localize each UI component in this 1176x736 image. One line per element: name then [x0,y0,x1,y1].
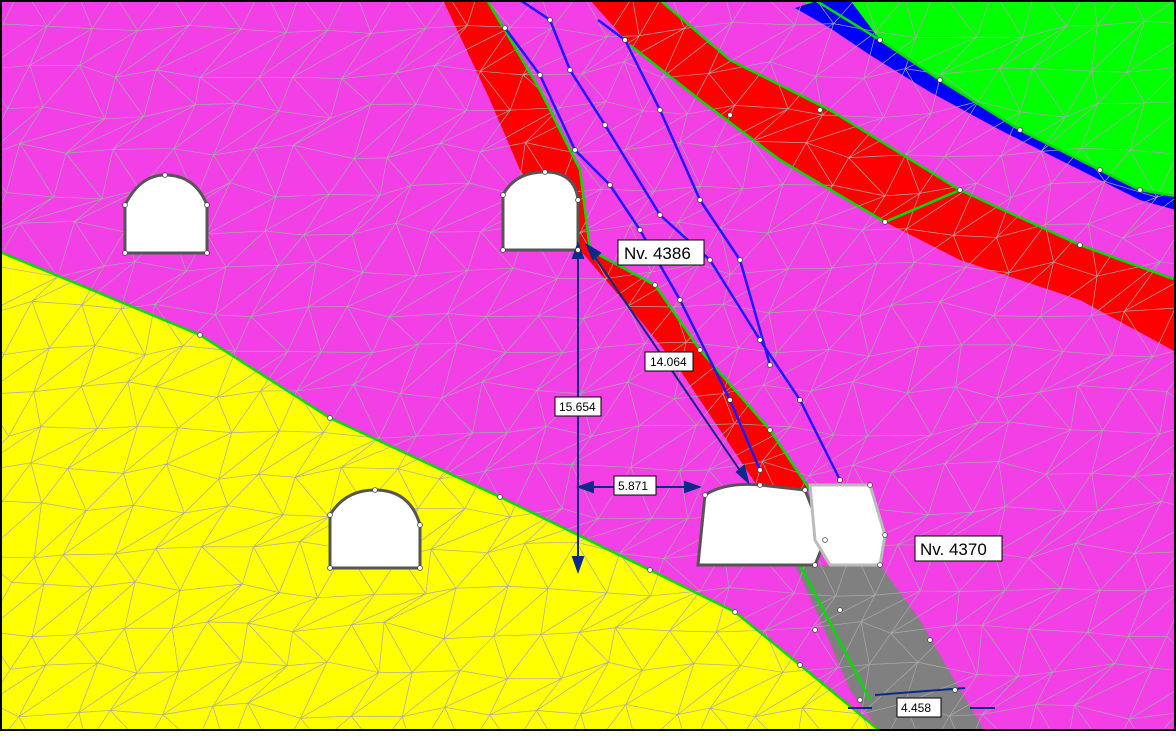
mesh-vertex [817,107,823,113]
mesh-vertex [957,187,963,193]
mesh-vertex [822,537,828,543]
mesh-vertex [1017,127,1023,133]
mesh-vertex [727,397,733,403]
mesh-vertex [882,219,888,225]
mesh-vertex [952,687,958,693]
mesh-vertex [837,477,843,483]
dimension-label-bottom: 4.458 [901,701,931,715]
mesh-vertex [657,212,663,218]
mesh-vertex [417,565,423,571]
mesh-vertex [162,172,168,178]
mesh-vertex [702,492,708,498]
mesh-vertex [937,77,943,83]
mesh-vertex [567,67,573,73]
mesh-vertex [647,567,653,573]
mesh-vertex [867,482,873,488]
excavations [123,170,887,570]
mesh-vertex [327,512,333,518]
mesh-vertex [697,197,703,203]
mesh-vertex [697,347,703,353]
mesh-vertex [737,257,743,263]
mesh-vertex [927,637,933,643]
mesh-vertex [677,297,683,303]
mesh-vertex [572,147,578,153]
mesh-vertex [877,37,883,43]
mesh-vertex [857,697,863,703]
mesh-vertex [812,562,818,568]
mesh-vertex [197,332,203,338]
mesh-vertex [727,112,733,118]
mesh-vertex [372,487,378,493]
mesh-vertex [767,427,773,433]
mesh-vertex [500,247,506,253]
mesh-vertex [542,169,548,175]
dimension-label-diagonal: 14.064 [650,355,687,369]
mesh-vertex [1137,187,1143,193]
mesh-vertex [707,257,713,263]
red-band-left [443,0,810,490]
mesh-vertex [757,337,763,343]
mesh-vertex [122,202,128,208]
mesh-vertex [547,17,553,23]
yellow-zone [0,252,880,731]
mesh-vertex [812,627,818,633]
mesh-vertices [122,17,1176,703]
mesh-vertex [502,25,508,31]
mesh-vertex [575,197,581,203]
mesh-vertex [500,192,506,198]
mesh-vertex [757,482,763,488]
mesh-vertex [757,467,763,473]
mesh-vertex [1097,167,1103,173]
mesh-vertex [204,202,210,208]
mesh-vertex [1077,242,1083,248]
mesh-vertex [797,397,803,403]
mesh-vertex [575,247,581,253]
mesh-vertex [122,250,128,256]
mesh-vertex [622,37,628,43]
mesh-vertex [204,250,210,256]
mesh-vertex [327,565,333,571]
mesh-vertex [837,607,843,613]
mesh-vertex [732,609,738,615]
mesh-vertex [607,182,613,188]
mesh-vertex [417,522,423,528]
level-label-lower: Nv. 4370 [920,540,987,559]
level-label-upper: Nv. 4386 [624,244,691,263]
mesh-vertex [637,227,643,233]
annotation-labels: Nv. 4386 Nv. 4370 15.654 14.064 5.871 4.… [554,239,1003,718]
mesh-vertex [327,415,333,421]
mesh-vertex [877,562,883,568]
blue-band [795,0,1176,210]
mesh-vertex [802,487,808,493]
mesh-vertex [602,122,608,128]
mesh-vertex [537,72,543,78]
red-band-right [590,0,1176,352]
dimension-label-vertical: 15.654 [559,400,596,414]
mesh-vertex [797,662,803,668]
mesh-vertex [882,532,888,538]
mesh-vertex [497,494,503,500]
dimension-label-horizontal: 5.871 [618,479,648,493]
mesh-vertex [652,282,658,288]
mesh-vertex [767,362,773,368]
mesh-vertex [657,107,663,113]
